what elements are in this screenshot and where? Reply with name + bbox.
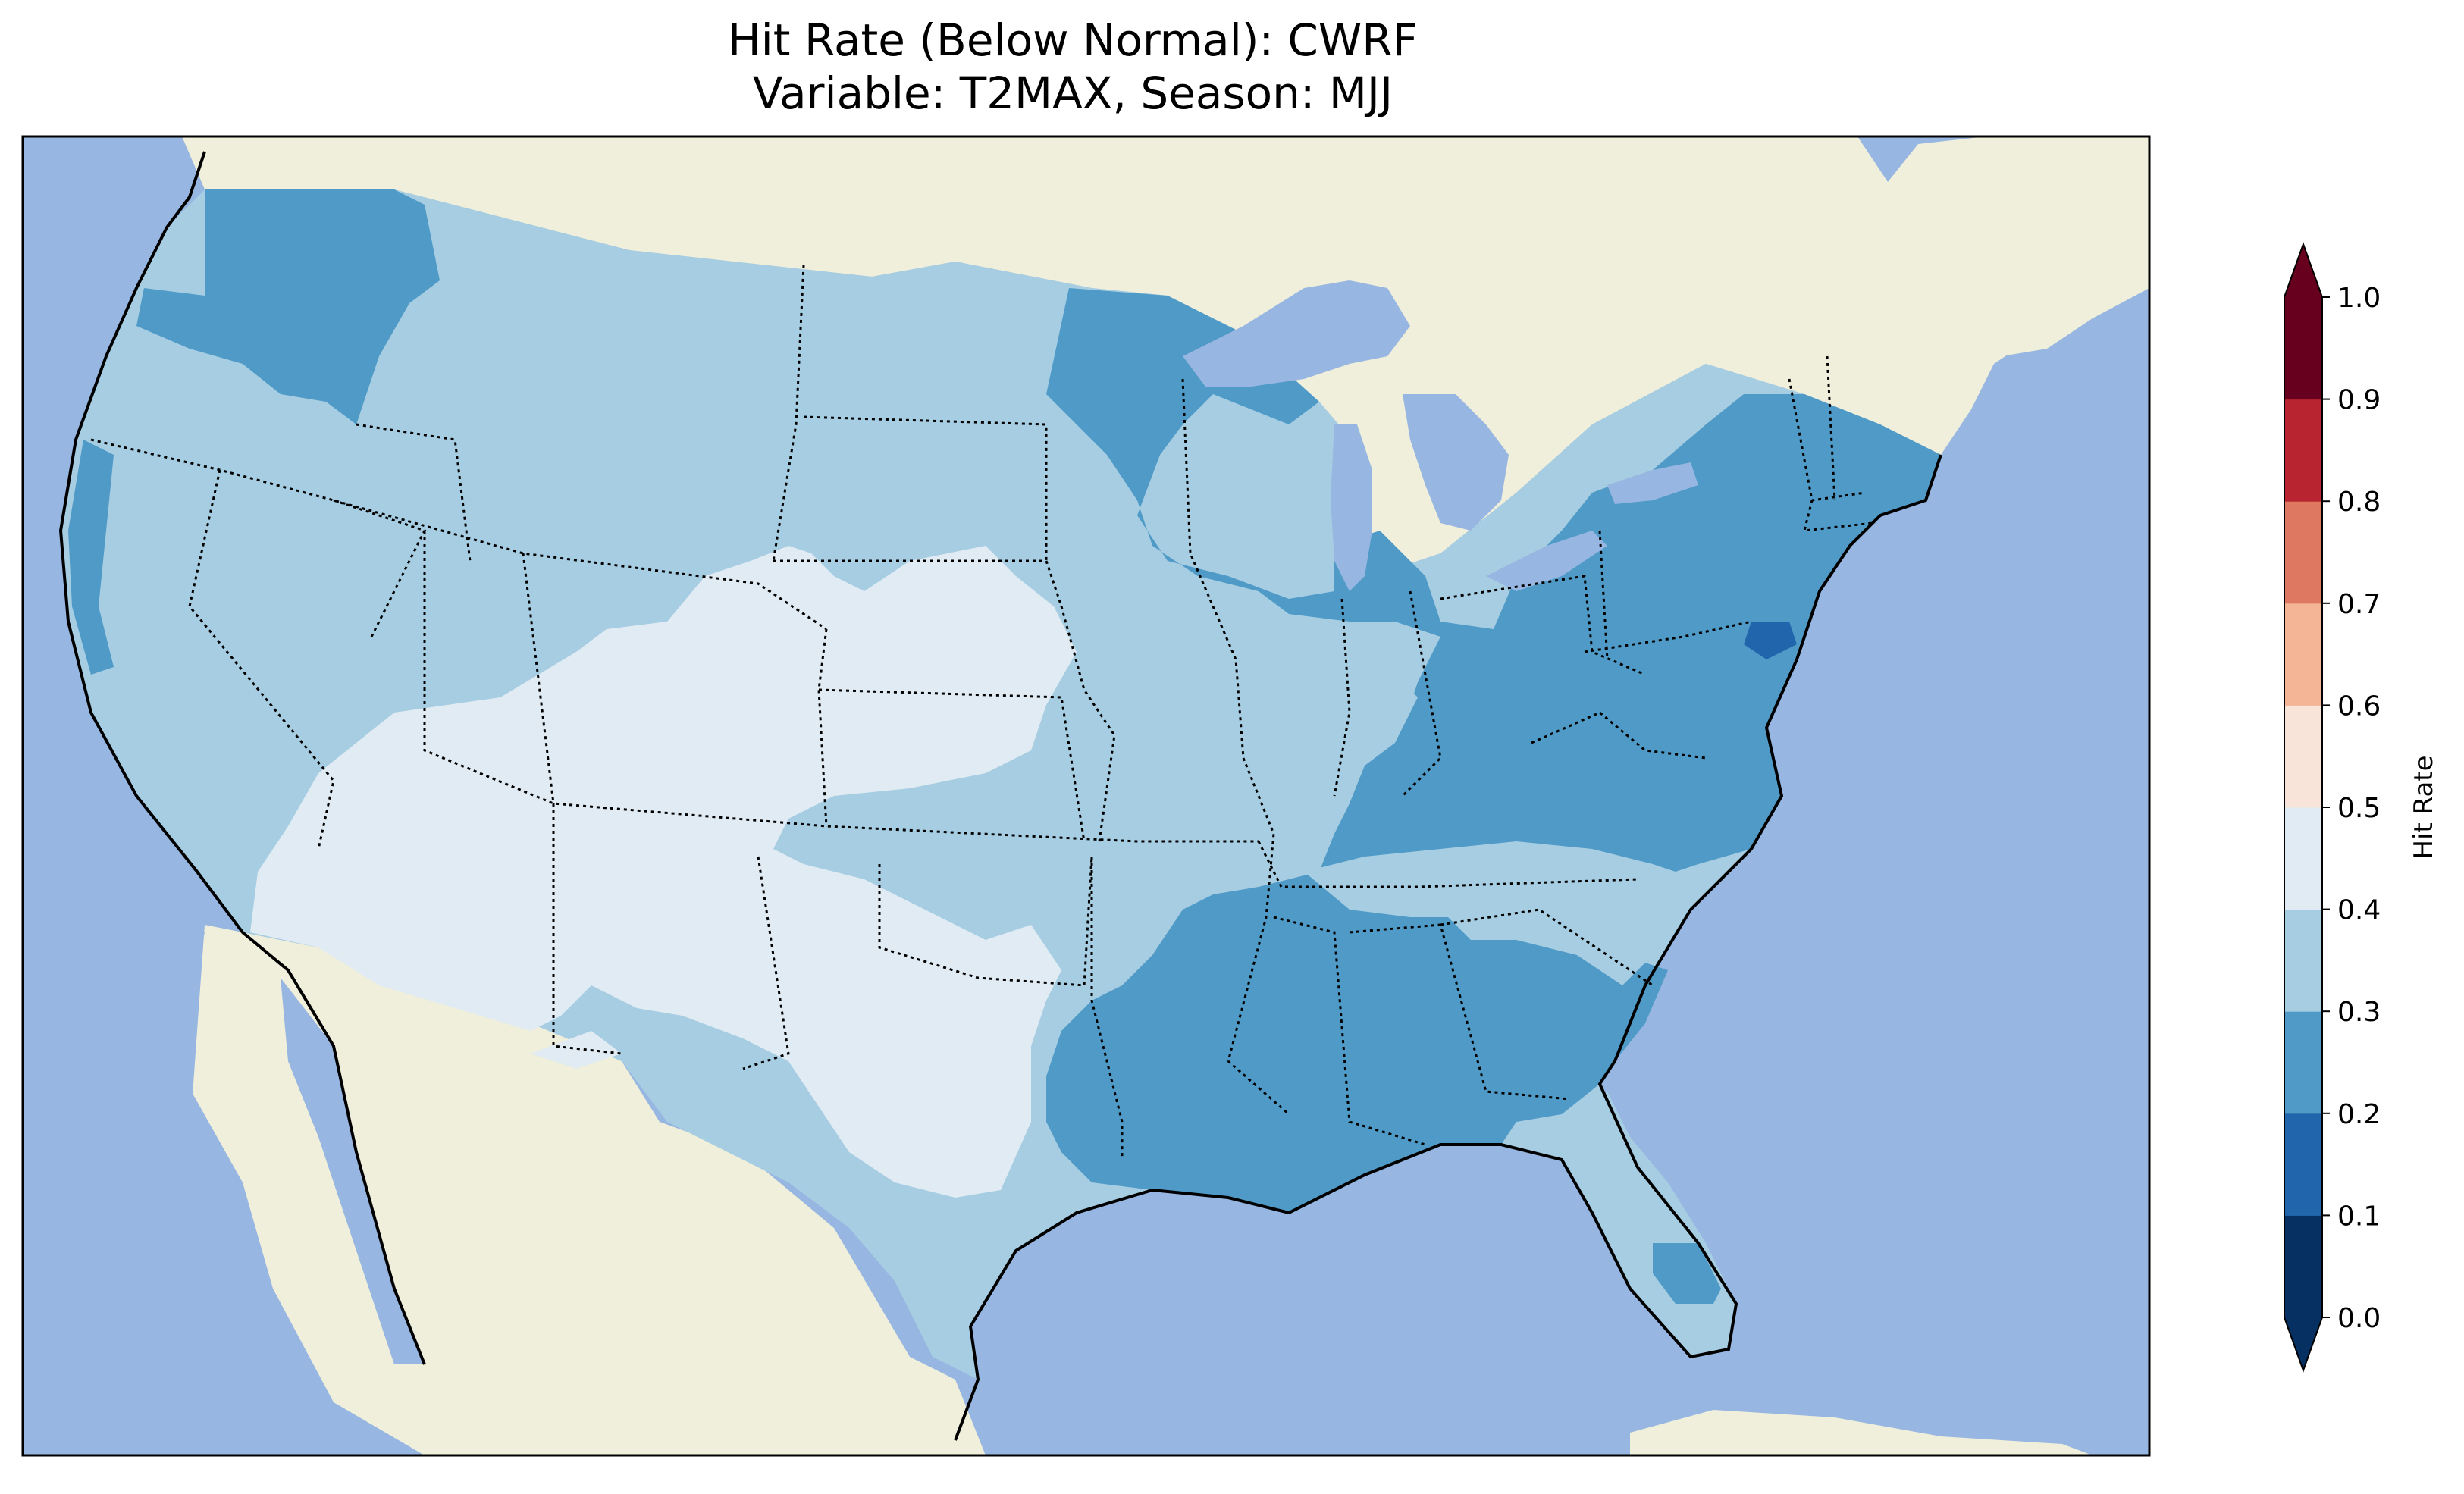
colorbar-bin <box>2284 807 2322 910</box>
colorbar: 0.0 0.1 0.2 0.3 0.4 0.5 0.6 0.7 0.8 0.9 1.0 Hit Rat… <box>2284 242 2439 1373</box>
map-frame <box>21 135 2151 1457</box>
title-line-1: Hit Rate (Below Normal): CWRF <box>728 14 1418 66</box>
lake-superior <box>1183 280 1410 387</box>
pacific-off-baja <box>23 932 425 1455</box>
region-tn-band-0.3-0.4 <box>1304 841 1698 917</box>
region-southwest-0.4-0.5 <box>250 546 1077 1198</box>
colorbar-tick-label: 0.6 <box>2337 691 2381 722</box>
colorbar-label: Hit Rate <box>2409 755 2439 859</box>
title-line-2: Variable: T2MAX, Season: MJJ <box>752 67 1393 119</box>
colorbar-bin <box>2284 909 2322 1012</box>
maritimes-land <box>1971 235 2149 356</box>
region-pnw-0.2-0.3 <box>136 189 440 424</box>
colorbar-tick-label: 0.4 <box>2337 895 2381 926</box>
colorbar-tick-label: 0.2 <box>2337 1099 2381 1130</box>
map-panel <box>23 136 2149 1455</box>
lake-ontario <box>1607 462 1698 504</box>
region-colorado-0.4-0.5 <box>531 1031 622 1069</box>
colorbar-bin <box>2284 1113 2322 1216</box>
colorbar-tick-label: 0.1 <box>2337 1201 2381 1232</box>
colorbar-bin <box>2284 603 2322 706</box>
lake-michigan <box>1331 424 1372 591</box>
colorbar-bin <box>2284 1011 2322 1114</box>
cuba-land <box>1630 1410 2093 1455</box>
region-south-central-0.2-0.3 <box>1046 872 1668 1213</box>
colorbar-tick-label: 1.0 <box>2337 283 2381 314</box>
map-title: Hit Rate (Below Normal): CWRF Variable: … <box>0 14 2146 120</box>
colorbar-tick-label: 0.0 <box>2337 1303 2381 1334</box>
colorbar-tick-label: 0.5 <box>2337 793 2381 824</box>
region-indiana-0.3-0.4 <box>1350 622 1440 728</box>
region-east-0.2-0.3 <box>1046 288 1941 932</box>
gulf-of-california <box>281 978 425 1364</box>
colorbar-bin <box>2284 1215 2322 1318</box>
state-borders <box>90 265 1873 1160</box>
canada-land <box>182 136 2149 576</box>
colorbar-extend-min <box>2284 1317 2322 1370</box>
colorbar-bin <box>2284 501 2322 604</box>
great-lakes <box>1183 280 1698 591</box>
region-chesapeake-0.1-0.2 <box>1744 622 1797 659</box>
region-sfl-0.2-0.3 <box>1653 1243 1721 1304</box>
lake-huron <box>1403 394 1509 531</box>
colorbar-tick-label: 0.8 <box>2337 487 2381 518</box>
colorbar-bin <box>2284 399 2322 502</box>
region-ca-coast-0.2-0.3 <box>68 440 114 675</box>
coastline <box>58 151 1942 1441</box>
colorbar-tick-label: 0.7 <box>2337 589 2381 620</box>
colorbar-extend-max <box>2284 244 2322 297</box>
colorbar-tick-label: 0.9 <box>2337 385 2381 416</box>
colorbar-bin <box>2284 705 2322 808</box>
lake-erie <box>1486 531 1607 591</box>
region-ga-sc-0.3-0.4 <box>1440 902 1653 985</box>
colorbar-tick-label: 0.3 <box>2337 997 2381 1028</box>
colorbar-bin <box>2284 297 2322 400</box>
